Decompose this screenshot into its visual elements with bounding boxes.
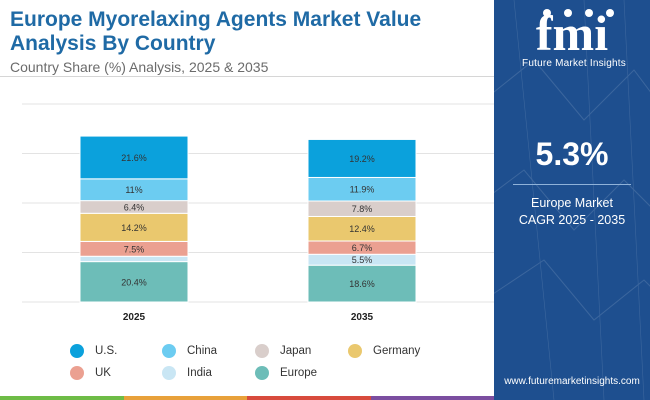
chart-subtitle: Country Share (%) Analysis, 2025 & 2035	[10, 59, 269, 75]
legend-swatch	[70, 344, 84, 358]
legend-item: U.S.	[70, 342, 117, 360]
bar-segment	[79, 135, 189, 180]
legend-swatch	[70, 366, 84, 380]
bar-segment	[79, 261, 189, 303]
cagr-label-region: Europe Market	[531, 196, 613, 210]
sidebar-panel: fmi Future Market Insights 5.3% Europe M…	[494, 0, 650, 400]
data-label: 6.4%	[124, 202, 145, 212]
bar-segment	[307, 138, 417, 178]
legend-label: India	[187, 367, 212, 379]
cagr-divider	[513, 184, 631, 185]
data-label: 14.2%	[121, 223, 147, 233]
data-label: 12.4%	[349, 224, 375, 234]
legend-swatch	[255, 366, 269, 380]
legend-item: India	[162, 364, 212, 382]
bottom-rule-segment	[123, 396, 247, 400]
bar-segment	[79, 255, 189, 263]
fmi-logo-mark: fmi	[536, 8, 614, 56]
legend-item: Germany	[348, 342, 420, 360]
sidebar-texture	[494, 0, 650, 400]
legend-swatch	[348, 344, 362, 358]
bottom-color-rule	[0, 396, 494, 400]
chart-header: Europe Myorelaxing Agents Market Value A…	[10, 8, 480, 76]
data-label: 11%	[125, 185, 142, 195]
bottom-rule-segment	[370, 396, 494, 400]
legend-item: UK	[70, 364, 111, 382]
legend-label: U.S.	[95, 345, 118, 357]
legend-label: UK	[95, 367, 111, 379]
legend-item: Europe	[255, 364, 317, 382]
data-label: 7.5%	[124, 244, 145, 254]
data-label: 21.6%	[121, 153, 147, 163]
chart-legend: U.S. China Japan Germany UK India Europe	[70, 342, 480, 386]
logo-wordmark: Future Market Insights	[522, 58, 626, 69]
data-label: 11.9%	[350, 185, 375, 195]
legend-swatch	[162, 344, 176, 358]
bottom-rule-segment	[0, 396, 124, 400]
stacked-bar-chart: 20.4% 7.5% 14.2% 6.4% 11% 21.6% 2025 18.6% 5.5% 6…	[22, 103, 494, 323]
cagr-callout: 5.3% Europe Market CAGR 2025 - 2035	[494, 134, 650, 229]
fmi-logo[interactable]: fmi Future Market Insights	[504, 8, 644, 72]
data-label: 5.5%	[352, 255, 373, 265]
chart-title-line1: Europe Myorelaxing Agents Market Value	[10, 8, 422, 31]
bar-stack-2025: 20.4% 7.5% 14.2% 6.4% 11% 21.6%	[79, 135, 189, 303]
bar-segment	[307, 264, 417, 303]
legend-swatch	[255, 344, 269, 358]
website-link[interactable]: www.futuremarketinsights.com	[504, 376, 640, 387]
data-label: 19.2%	[349, 154, 375, 164]
x-tick-label: 2035	[351, 312, 374, 323]
legend-label: Japan	[280, 345, 312, 357]
x-tick-label: 2025	[123, 312, 146, 323]
cagr-value: 5.3%	[535, 136, 609, 172]
chart-title: Europe Myorelaxing Agents Market Value A…	[10, 8, 480, 56]
legend-label: Europe	[280, 367, 318, 379]
data-label: 6.7%	[352, 243, 373, 253]
cagr-label-period: CAGR 2025 - 2035	[518, 213, 626, 227]
title-divider	[0, 76, 494, 77]
bar-stack-2035: 18.6% 5.5% 6.7% 12.4% 7.8% 11.9% 19.2%	[307, 138, 417, 303]
legend-label: China	[187, 345, 218, 357]
legend-item: Japan	[255, 342, 311, 360]
legend-swatch	[162, 366, 176, 380]
legend-item: China	[162, 342, 217, 360]
bottom-rule-segment	[247, 396, 371, 400]
data-label: 7.8%	[352, 204, 373, 214]
data-label: 20.4%	[121, 277, 147, 287]
legend-label: Germany	[373, 345, 421, 357]
chart-title-line2: Analysis By Country	[10, 32, 216, 55]
data-label: 18.6%	[349, 279, 375, 289]
